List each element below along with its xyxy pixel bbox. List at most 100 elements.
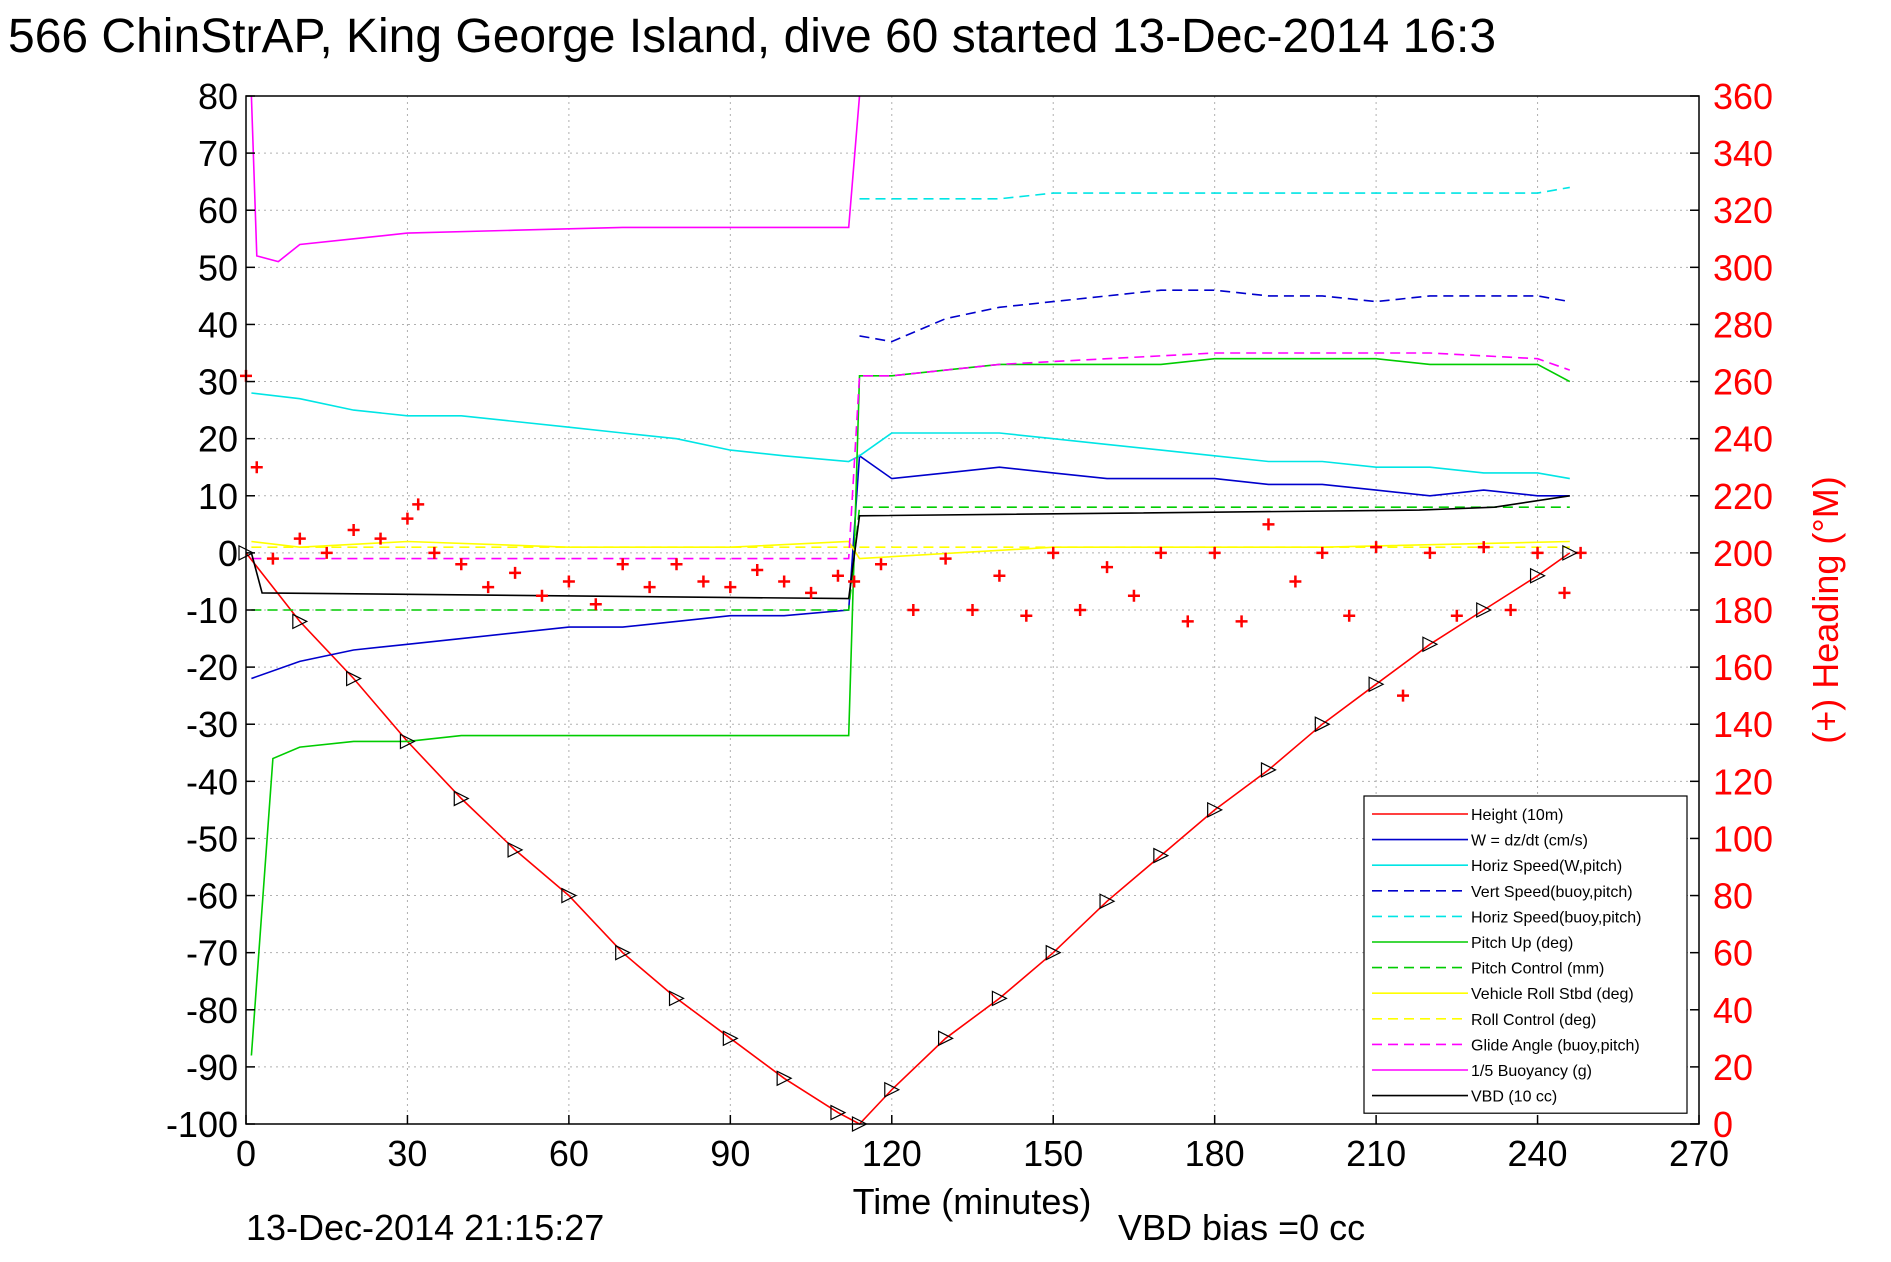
y-left-tick-label: 0	[218, 533, 238, 574]
height-sample-marker	[346, 670, 362, 687]
plot-series	[238, 95, 1587, 1132]
legend-label: Vert Speed(buoy,pitch)	[1471, 884, 1633, 901]
heading-marker	[1423, 546, 1436, 559]
heading-marker	[482, 581, 495, 594]
legend-label: Vehicle Roll Stbd (deg)	[1471, 986, 1634, 1003]
legend-label: Glide Angle (buoy,pitch)	[1471, 1037, 1640, 1054]
height-sample-marker	[668, 990, 685, 1007]
heading-marker	[697, 575, 710, 588]
y-right-tick-label: 340	[1713, 133, 1773, 174]
heading-marker	[993, 569, 1006, 582]
heading-marker	[401, 512, 414, 525]
heading-marker	[1450, 609, 1463, 622]
y-left-tick-label: 80	[198, 76, 238, 117]
heading-marker	[1343, 609, 1356, 622]
y-left-tick-label: -20	[186, 647, 238, 688]
heading-marker	[1477, 541, 1490, 554]
legend-label: W = dz/dt (cm/s)	[1471, 833, 1588, 850]
height-sample-marker	[776, 1070, 793, 1087]
y-right-tick-label: 60	[1713, 933, 1753, 974]
series-height-10m	[245, 552, 1571, 1125]
heading-marker	[1154, 546, 1167, 559]
series-glide-angle-buoy-pitch	[251, 352, 1571, 560]
x-tick-label: 270	[1669, 1133, 1729, 1174]
y-left-tick-label: 50	[198, 247, 238, 288]
vbd-bias-label: VBD bias =0 cc	[1118, 1207, 1365, 1248]
heading-marker	[1127, 589, 1140, 602]
y-left-tick-label: 10	[198, 476, 238, 517]
y-right-tick-label: 80	[1713, 876, 1753, 917]
height-sample-marker	[561, 887, 578, 904]
x-tick-label: 0	[236, 1133, 256, 1174]
x-axis: 0 30 60 90 120 150 180 210 240 270	[236, 1115, 1729, 1174]
heading-marker	[907, 604, 920, 616]
y-left-tick-label: 40	[198, 304, 238, 345]
y-right-tick-label: 100	[1713, 818, 1773, 859]
height-sample-marker	[1153, 847, 1170, 864]
heading-marker	[751, 564, 764, 577]
series-horiz-speed-buoy-pitch	[859, 186, 1570, 200]
y-left-tick-label: -70	[186, 933, 238, 974]
height-sample-marker	[830, 1104, 847, 1121]
y-left-tick-label: 60	[198, 190, 238, 231]
grid-lines	[246, 96, 1699, 1124]
series-w-dz-dt-cm-s	[251, 454, 1570, 680]
heading-marker	[562, 575, 575, 588]
y-right-tick-label: 140	[1713, 704, 1773, 745]
legend-label: Horiz Speed(W,pitch)	[1471, 858, 1622, 875]
legend-label: 1/5 Buoyancy (g)	[1471, 1063, 1592, 1080]
height-sample-marker	[1314, 716, 1331, 733]
y-right-tick-label: 320	[1713, 190, 1773, 231]
heading-marker	[455, 558, 468, 571]
heading-marker	[1370, 541, 1383, 554]
heading-marker	[1316, 546, 1329, 559]
y-right-tick-label: 160	[1713, 647, 1773, 688]
y-right-tick-label: 180	[1713, 590, 1773, 631]
y-right-tick-label: 40	[1713, 990, 1753, 1031]
height-sample-marker	[292, 613, 309, 630]
height-sample-marker	[1099, 893, 1116, 910]
y-axis-right: 3603403203002802602402202001801601401201…	[1690, 76, 1773, 1145]
series-1-5-buoyancy-g	[250, 95, 861, 263]
heading-marker	[1531, 546, 1544, 559]
heading-marker	[266, 552, 279, 565]
legend: Height (10m) W = dz/dt (cm/s) Horiz Speed(…	[1363, 795, 1688, 1114]
height-sample-marker	[453, 790, 470, 807]
heading-marker	[1397, 689, 1410, 702]
y-right-tick-label: 0	[1713, 1104, 1733, 1145]
y-left-tick-label: -60	[186, 876, 238, 917]
heading-marker	[293, 532, 306, 545]
y-right-tick-label: 200	[1713, 533, 1773, 574]
heading-marker	[1047, 546, 1060, 559]
y-left-tick-label: -10	[186, 590, 238, 631]
y-left-tick-label: -30	[186, 704, 238, 745]
x-tick-label: 240	[1508, 1133, 1568, 1174]
height-sample-marker	[507, 841, 524, 858]
series-horiz-speed-w-pitch	[251, 392, 1570, 480]
x-tick-label: 60	[549, 1133, 589, 1174]
legend-label: Height (10m)	[1471, 807, 1563, 824]
heading-marker	[616, 558, 629, 571]
y-right-tick-label: 300	[1713, 247, 1773, 288]
height-sample-marker	[884, 1081, 901, 1098]
y-right-tick-label: 260	[1713, 362, 1773, 403]
x-tick-label: 120	[862, 1133, 922, 1174]
heading-marker	[509, 566, 522, 579]
y-axis-left: 80 70 60 50 40 30 20 10 0 -10 -20 -30 -40 -50 -60 -70 -8…	[166, 76, 255, 1145]
heading-marker	[939, 552, 952, 565]
heading-marker	[670, 558, 683, 571]
height-sample-marker	[1368, 676, 1385, 693]
y-left-tick-label: -100	[166, 1104, 238, 1145]
y-right-tick-label: 120	[1713, 761, 1773, 802]
height-sample-marker	[1529, 567, 1546, 584]
heading-marker	[1181, 615, 1194, 628]
legend-label: Roll Control (deg)	[1471, 1012, 1596, 1029]
x-tick-label: 180	[1185, 1133, 1245, 1174]
x-tick-label: 150	[1023, 1133, 1083, 1174]
chart-title: 566 ChinStrAP, King George Island, dive …	[8, 10, 1496, 63]
legend-label: VBD (10 cc)	[1471, 1089, 1557, 1106]
series-vbd-10-cc	[250, 495, 1570, 600]
heading-marker	[1262, 518, 1275, 531]
height-sample-marker	[991, 990, 1008, 1007]
heading-marker	[778, 575, 791, 588]
